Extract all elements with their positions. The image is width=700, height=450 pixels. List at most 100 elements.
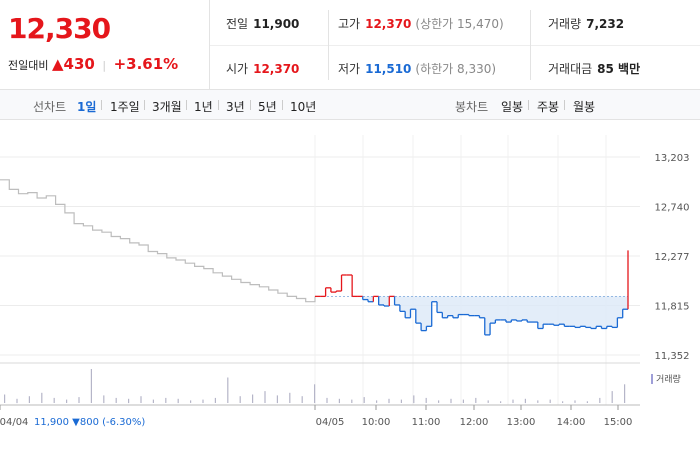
volume-bar [90, 369, 92, 403]
y-tick-labels: 13,203 12,740 12,277 11,815 11,352 [655, 153, 690, 362]
tab-10year[interactable]: 10년 [290, 100, 317, 114]
volume-bar [78, 397, 80, 403]
volume-bar [351, 399, 353, 403]
volume-bar [326, 397, 328, 403]
volume-bar [28, 396, 30, 403]
change-percent: +3.61% [113, 55, 179, 73]
volume-bar [599, 397, 601, 403]
x-tick-label: 04/05 [316, 417, 345, 428]
open-label: 시가 [226, 62, 249, 76]
price-chart[interactable]: 13,203 12,740 12,277 11,815 11,352 거래량 04/04… [0, 120, 700, 450]
candle-chart-label: 봉차트 [455, 100, 489, 114]
volume-bar [140, 396, 142, 403]
volume-bar [289, 392, 291, 403]
chart-grid [0, 135, 640, 405]
info-col-divider [530, 10, 531, 80]
volume-bar [413, 395, 415, 404]
chart-tabs: 선차트 1일 1주일 3개월 1년 3년 5년 10년 봉차트 일봉 주봉 월봉 [0, 90, 700, 120]
line-chart-label: 선차트 [33, 100, 67, 114]
price-summary: 12,330 전일대비 ▲430 | +3.61% [0, 0, 210, 90]
tab-5year[interactable]: 5년 [258, 100, 277, 114]
baseline-band [315, 295, 628, 335]
volume-bar [624, 384, 626, 403]
volume-label: 거래량 [548, 17, 582, 31]
volume-bar [338, 398, 340, 404]
volume-bar [128, 398, 130, 404]
info-col-divider [328, 10, 329, 80]
volume-bar [450, 398, 452, 404]
volume-bar [152, 399, 154, 403]
prev-day-line [0, 179, 316, 303]
volume-bar [41, 392, 43, 403]
volume-bar [500, 401, 502, 403]
volume-bar [462, 399, 464, 403]
x-tick-label: 13:00 [507, 417, 536, 428]
up-arrow-icon: ▲ [51, 55, 64, 73]
volume-info: 거래량 7,232 [548, 15, 624, 32]
tab-weekly-candle[interactable]: 주봉 [537, 100, 560, 114]
prev-close-value: 11,900 [253, 17, 300, 31]
volume-bar [512, 399, 514, 403]
tab-1year[interactable]: 1년 [194, 100, 213, 114]
volume-bar [177, 398, 179, 404]
tab-1week[interactable]: 1주일 [110, 100, 140, 114]
tab-1day[interactable]: 1일 [77, 100, 97, 114]
price-change: 전일대비 ▲430 | +3.61% [8, 55, 178, 73]
y-tick-label: 11,352 [655, 351, 690, 362]
high-info: 고가 12,370 (상한가 15,470) [338, 15, 504, 32]
x-tick-label: 11:00 [412, 417, 441, 428]
volume-bar [227, 377, 229, 403]
volume-bar [475, 397, 477, 403]
tab-3year[interactable]: 3년 [226, 100, 245, 114]
volume-bar [16, 398, 18, 404]
amount-label: 거래대금 [548, 62, 593, 76]
tab-separator [101, 100, 102, 110]
tab-3month[interactable]: 3개월 [152, 100, 182, 114]
open-info: 시가 12,370 [226, 60, 299, 77]
info-row-divider [210, 45, 700, 46]
amount-value: 85 백만 [597, 62, 641, 76]
low-label: 저가 [338, 62, 361, 76]
change-label: 전일대비 [8, 59, 49, 72]
low-info: 저가 11,510 (하한가 8,330) [338, 60, 496, 77]
tab-separator [218, 100, 219, 110]
volume-bar [562, 401, 564, 403]
y-tick-label: 12,740 [655, 203, 690, 214]
volume-bar [66, 399, 68, 403]
volume-bar [388, 398, 390, 404]
volume-bar [252, 394, 254, 403]
volume-bar [586, 401, 588, 403]
current-price: 12,330 [8, 12, 111, 45]
volume-bar [314, 384, 316, 403]
lower-limit: (하한가 8,330) [415, 62, 497, 76]
y-tick-label: 12,277 [655, 252, 690, 263]
open-value: 12,370 [253, 62, 300, 76]
tab-separator [186, 100, 187, 110]
volume-bar [53, 397, 55, 403]
change-value: 430 [63, 55, 95, 73]
volume-legend-swatch [651, 374, 653, 384]
volume-bar [103, 395, 105, 404]
prev-day-summary: 11,900 ▼800 (-6.30%) [34, 417, 145, 428]
volume-bar [190, 400, 192, 403]
tab-separator [250, 100, 251, 110]
volume-bar [425, 397, 427, 403]
stock-header: 12,330 전일대비 ▲430 | +3.61% 전일 11,900 고가 12,… [0, 0, 700, 90]
tab-separator [282, 100, 283, 110]
low-value: 11,510 [365, 62, 412, 76]
volume-bar [549, 399, 551, 403]
volume-bars [4, 369, 626, 404]
volume-bar [438, 400, 440, 403]
tab-monthly-candle[interactable]: 월봉 [573, 100, 596, 114]
tab-daily-candle[interactable]: 일봉 [501, 100, 524, 114]
x-tick-label: 04/04 [0, 417, 28, 428]
below-baseline-fill [315, 296, 628, 335]
upper-limit: (상한가 15,470) [415, 17, 504, 31]
volume-bar [537, 400, 539, 403]
volume-bar [264, 391, 266, 403]
volume-bar [202, 399, 204, 403]
volume-bar [301, 396, 303, 403]
x-tick-label: 10:00 [362, 417, 391, 428]
volume-bar [276, 395, 278, 404]
prev-close-info: 전일 11,900 [226, 15, 299, 32]
